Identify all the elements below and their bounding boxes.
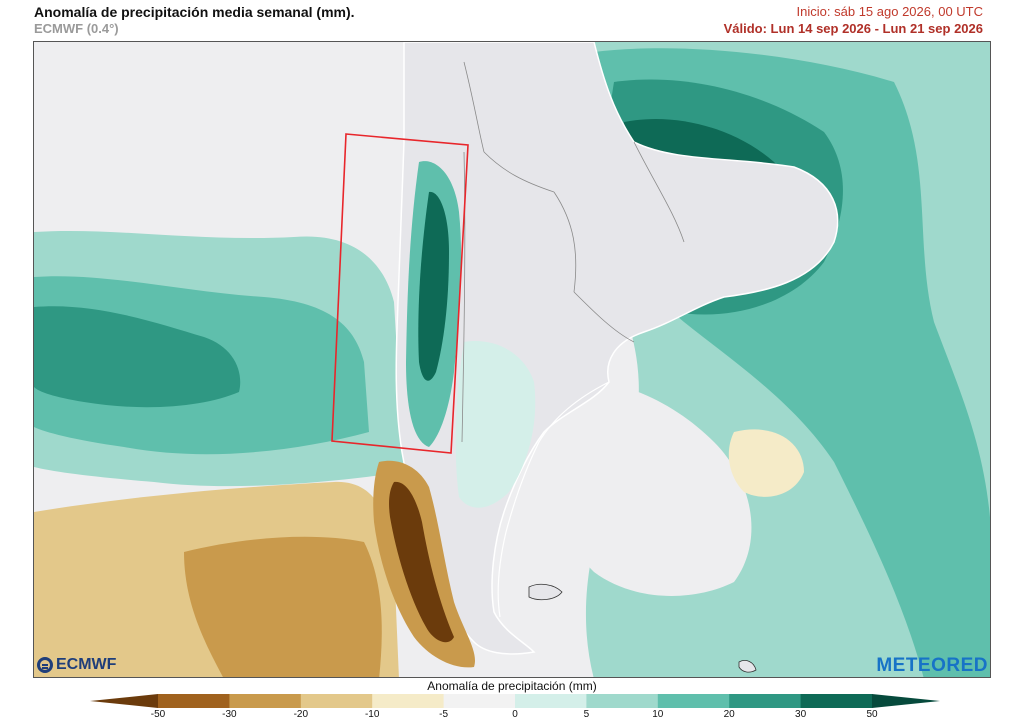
- colorbar-tick-label: -10: [364, 709, 380, 720]
- highlight-region-box: [331, 133, 469, 454]
- ecmwf-logo: ECMWF: [37, 656, 116, 674]
- atlantic-dry-patch: [728, 429, 804, 497]
- colorbar-tick-label: -20: [293, 709, 309, 720]
- colorbar-tick-label: -5: [439, 709, 449, 720]
- colorbar-segment: [515, 694, 587, 708]
- atlantic-coastline: [497, 381, 610, 618]
- country-borders: [461, 61, 685, 443]
- colorbar-tick-label: 10: [652, 709, 664, 720]
- map-panel: [33, 41, 991, 678]
- colorbar-segment: [657, 694, 730, 708]
- colorbar: [90, 694, 940, 708]
- patagonia-dry-core: [389, 481, 454, 643]
- pacific-wet-dark: [34, 306, 241, 408]
- colorbar-max-tip: [872, 694, 940, 708]
- model-name: ECMWF (0.4°): [34, 21, 119, 36]
- colorbar-tick-label: 30: [795, 709, 807, 720]
- colorbar-tick-label: -50: [150, 709, 166, 720]
- meteored-logo: METEORED: [876, 655, 988, 676]
- south-america-land: [395, 42, 839, 655]
- colorbar-segment: [586, 694, 659, 708]
- colorbar-segment: [229, 694, 302, 708]
- argentina-wet-zone: [455, 341, 536, 508]
- colorbar-min-tip: [90, 694, 158, 708]
- colorbar-tick-label: 0: [512, 709, 518, 720]
- ecmwf-logo-icon: [37, 657, 53, 673]
- ecmwf-logo-text: ECMWF: [56, 656, 117, 673]
- colorbar-tick-label: 5: [583, 709, 590, 720]
- pacific-dry-core: [184, 536, 382, 677]
- colorbar-label: Anomalía de precipitación (mm): [427, 679, 597, 693]
- valid-period: Válido: Lun 14 sep 2026 - Lun 21 sep 202…: [723, 21, 983, 36]
- colorbar-segment: [158, 694, 230, 708]
- map-canvas: [34, 42, 990, 677]
- falkland-islands: [528, 583, 563, 601]
- colorbar-segment: [443, 694, 516, 708]
- colorbar-segment: [800, 694, 873, 708]
- colorbar-segment: [729, 694, 802, 708]
- colorbar-tick-label: 50: [866, 709, 878, 720]
- colorbar-tick-label: 20: [723, 709, 735, 720]
- colorbar-tick-label: -30: [222, 709, 237, 720]
- chile-wet-core: [418, 191, 449, 381]
- map-title: Anomalía de precipitación media semanal …: [34, 4, 355, 20]
- south-georgia-island: [738, 660, 757, 673]
- colorbar-segment: [300, 694, 373, 708]
- init-time: Inicio: sáb 15 ago 2026, 00 UTC: [796, 4, 983, 19]
- colorbar-segment: [372, 694, 445, 708]
- atlantic-neutral-zone: [546, 380, 752, 596]
